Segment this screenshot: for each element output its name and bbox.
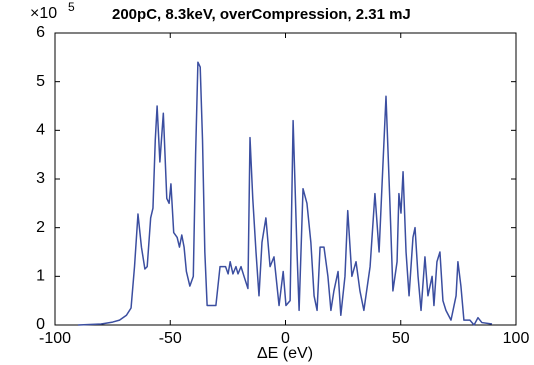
x-tick-label: 0 bbox=[281, 330, 290, 347]
y-tick-label: 6 bbox=[36, 24, 45, 41]
y-offset-base: ×10 bbox=[30, 5, 57, 22]
y-tick-label: 4 bbox=[36, 122, 45, 139]
y-offset-exponent: 5 bbox=[68, 0, 75, 14]
x-tick-label: 100 bbox=[503, 330, 530, 347]
y-tick-label: 2 bbox=[36, 219, 45, 236]
y-tick-label: 0 bbox=[36, 316, 45, 333]
x-tick-label: 50 bbox=[392, 330, 410, 347]
chart-title: 200pC, 8.3keV, overCompression, 2.31 mJ bbox=[112, 6, 411, 23]
x-axis-label: ΔE (eV) bbox=[257, 345, 313, 362]
x-tick-label: -100 bbox=[39, 330, 71, 347]
y-tick-label: 1 bbox=[36, 268, 45, 285]
x-tick-label: -50 bbox=[159, 330, 182, 347]
y-tick-label: 5 bbox=[36, 73, 45, 90]
data-line bbox=[78, 61, 493, 326]
y-tick-label: 3 bbox=[36, 170, 45, 187]
